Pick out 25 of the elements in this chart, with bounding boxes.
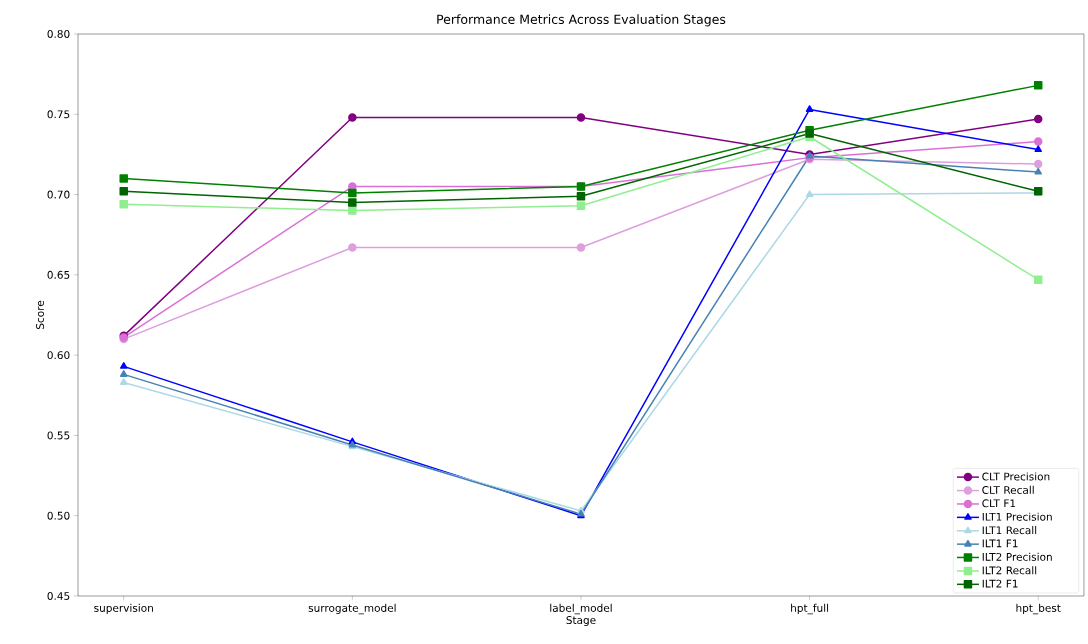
legend-label: ILT1 Recall	[982, 526, 1037, 535]
y-tick-label: 0.55	[47, 431, 70, 440]
chart-title: Performance Metrics Across Evaluation Stages	[437, 14, 726, 27]
legend-label: ILT1 Precision	[982, 512, 1052, 521]
x-tick-label: surrogate_model	[308, 603, 396, 615]
y-tick-label: 0.65	[47, 270, 70, 279]
x-tick-label: supervision	[94, 603, 153, 614]
y-tick-label: 0.50	[47, 511, 70, 520]
y-tick-label: 0.60	[47, 351, 70, 360]
y-tick-label: 0.70	[47, 190, 70, 199]
legend-label: ILT2 Recall	[982, 566, 1037, 575]
y-tick-label: 0.45	[47, 592, 70, 600]
x-tick-label: hpt_full	[791, 603, 829, 615]
legend-label: ILT2 Precision	[982, 552, 1052, 561]
y-tick-label: 0.75	[47, 110, 70, 119]
legend-label: ILT1 F1	[982, 539, 1018, 548]
x-tick-label: hpt_best	[1016, 603, 1061, 615]
legend-label: CLT Recall	[982, 485, 1034, 494]
x-axis-title: Stage	[566, 616, 596, 627]
y-tick-label: 0.80	[47, 30, 70, 38]
legend-label: ILT2 F1	[982, 579, 1018, 588]
x-tick-label: label_model	[550, 603, 612, 615]
legend-label: CLT F1	[982, 499, 1016, 508]
legend-label: CLT Precision	[982, 472, 1050, 481]
y-axis-title: Score	[36, 300, 44, 329]
